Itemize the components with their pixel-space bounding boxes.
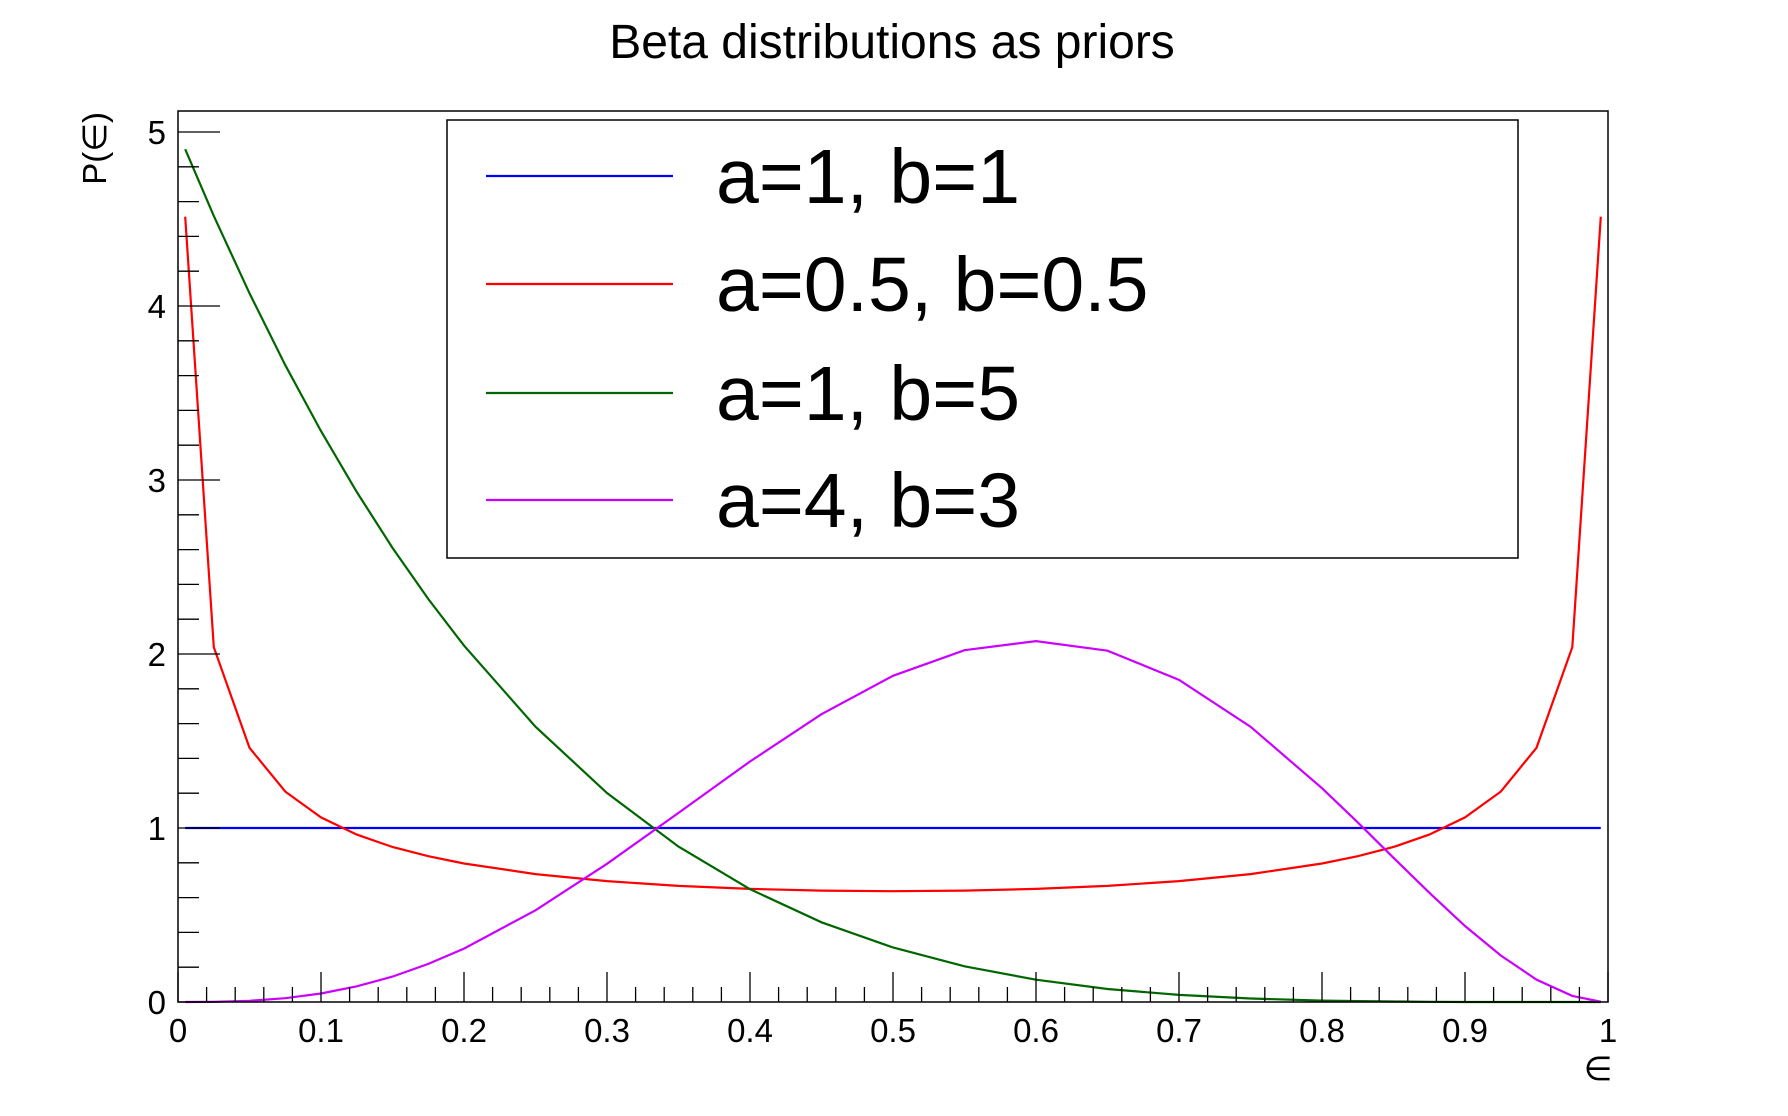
y-tick-label: 0 <box>148 984 166 1021</box>
x-axis: 0 0.1 0.2 0.3 0.4 0.5 0.6 0.7 0.8 0.9 1 <box>169 972 1617 1049</box>
legend-label: a=1, b=1 <box>716 134 1020 220</box>
y-axis: 0 1 2 3 4 5 <box>148 114 220 1021</box>
legend: a=1, b=1 a=0.5, b=0.5 a=1, b=5 a=4, b=3 <box>446 119 1519 559</box>
y-tick-label: 2 <box>148 636 166 673</box>
y-tick-label: 5 <box>148 114 166 151</box>
legend-label: a=4, b=3 <box>716 458 1020 544</box>
y-tick-label: 3 <box>148 462 166 499</box>
x-tick-label: 0.6 <box>1013 1012 1059 1049</box>
x-tick-label: 0.3 <box>584 1012 630 1049</box>
legend-entry: a=1, b=5 <box>486 351 1020 437</box>
x-tick-label: 0.4 <box>727 1012 773 1049</box>
legend-box <box>446 119 1519 559</box>
legend-label: a=0.5, b=0.5 <box>716 242 1148 328</box>
x-tick-label: 0 <box>169 1012 187 1049</box>
y-tick-label: 1 <box>148 810 166 847</box>
chart-title: Beta distributions as priors <box>609 16 1175 69</box>
y-axis-label: P(∈) <box>76 112 113 185</box>
x-tick-label: 0.5 <box>870 1012 916 1049</box>
x-axis-label: ∈ <box>1584 1050 1613 1087</box>
x-tick-label: 1 <box>1599 1012 1617 1049</box>
x-tick-label: 0.9 <box>1442 1012 1488 1049</box>
legend-entry: a=1, b=1 <box>486 134 1020 220</box>
legend-label: a=1, b=5 <box>716 351 1020 437</box>
legend-entry: a=4, b=3 <box>486 458 1020 544</box>
x-tick-label: 0.2 <box>441 1012 487 1049</box>
x-tick-label: 0.7 <box>1156 1012 1202 1049</box>
y-tick-label: 4 <box>148 288 166 325</box>
series-line-3 <box>185 639 1602 1004</box>
plot-curves <box>184 148 1602 1004</box>
legend-entry: a=0.5, b=0.5 <box>486 242 1148 328</box>
x-tick-label: 0.1 <box>298 1012 344 1049</box>
x-tick-label: 0.8 <box>1299 1012 1345 1049</box>
series-line-1 <box>184 216 1602 893</box>
